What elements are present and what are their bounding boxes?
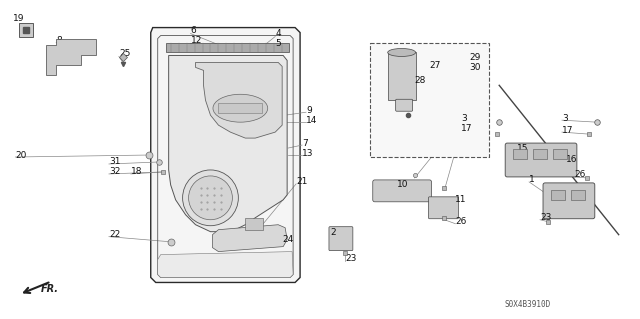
Text: 17: 17 (461, 124, 473, 133)
Text: 20: 20 (15, 151, 27, 160)
Text: 16: 16 (566, 155, 577, 165)
Polygon shape (169, 56, 287, 232)
Text: 24: 24 (282, 235, 293, 244)
Bar (553, 149, 567, 159)
Text: 32: 32 (109, 167, 120, 176)
Text: 23: 23 (540, 213, 552, 222)
Text: 7: 7 (302, 138, 308, 148)
Text: 19: 19 (13, 14, 25, 23)
Text: 26: 26 (574, 170, 585, 179)
Text: S0X4B3910D: S0X4B3910D (504, 300, 550, 309)
Text: 25: 25 (119, 49, 131, 58)
Bar (245, 218, 263, 230)
Text: 18: 18 (131, 167, 142, 176)
Text: 17: 17 (562, 126, 573, 135)
Ellipse shape (213, 94, 268, 122)
FancyBboxPatch shape (429, 197, 458, 219)
FancyBboxPatch shape (372, 180, 431, 202)
Bar (571, 190, 585, 200)
Text: 30: 30 (469, 63, 481, 72)
Text: 14: 14 (306, 116, 317, 125)
Text: 13: 13 (302, 149, 314, 158)
Bar (166, 42, 289, 52)
Text: 26: 26 (456, 217, 467, 226)
Text: 11: 11 (456, 195, 467, 204)
Text: 29: 29 (469, 53, 481, 62)
Text: 5: 5 (275, 39, 281, 48)
Bar (19, 23, 33, 37)
Polygon shape (151, 27, 300, 282)
FancyBboxPatch shape (329, 227, 353, 251)
Text: 6: 6 (191, 26, 196, 35)
Bar (513, 149, 527, 159)
Text: 31: 31 (109, 158, 120, 167)
Text: 8: 8 (56, 36, 62, 45)
Polygon shape (157, 252, 293, 278)
FancyBboxPatch shape (543, 183, 595, 219)
Circle shape (182, 170, 238, 226)
Polygon shape (196, 63, 282, 138)
Bar (388, 52, 415, 100)
Text: FR.: FR. (41, 285, 60, 294)
Ellipse shape (388, 48, 415, 56)
Bar (551, 190, 565, 200)
Text: 10: 10 (397, 180, 408, 189)
Text: 23: 23 (345, 254, 356, 263)
Text: 28: 28 (415, 76, 426, 85)
Text: 21: 21 (296, 177, 307, 186)
Bar (218, 103, 262, 113)
Bar (533, 149, 547, 159)
Polygon shape (46, 39, 96, 75)
Text: 15: 15 (517, 144, 529, 152)
Text: 9: 9 (306, 106, 312, 115)
Text: 27: 27 (429, 61, 441, 70)
Text: 2: 2 (330, 228, 335, 237)
Text: 3: 3 (562, 114, 568, 123)
FancyBboxPatch shape (396, 99, 413, 111)
Text: 22: 22 (109, 230, 120, 239)
Text: 1: 1 (529, 175, 535, 184)
Text: 3: 3 (461, 114, 467, 123)
Text: 4: 4 (275, 29, 281, 38)
Polygon shape (212, 225, 287, 252)
FancyBboxPatch shape (505, 143, 577, 177)
Circle shape (189, 176, 232, 220)
Text: 12: 12 (191, 36, 202, 45)
Bar (370, 42, 489, 157)
